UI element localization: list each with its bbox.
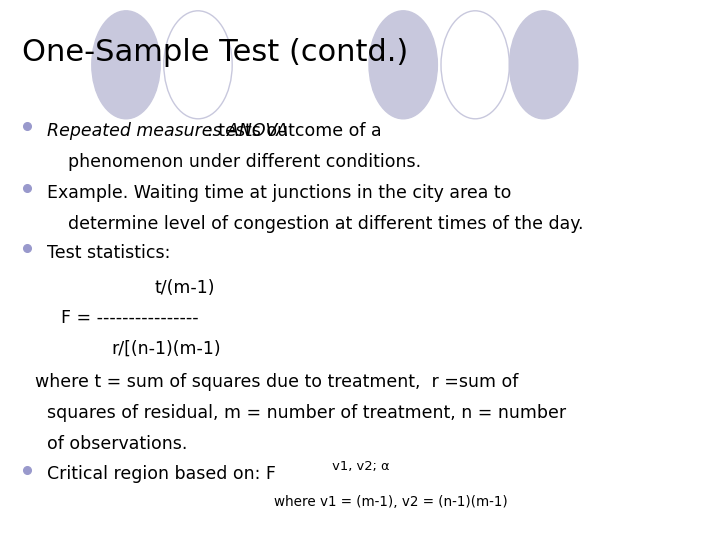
Ellipse shape — [369, 11, 438, 119]
Text: where v1 = (m-1), v2 = (n-1)(m-1): where v1 = (m-1), v2 = (n-1)(m-1) — [274, 495, 508, 509]
Ellipse shape — [91, 11, 160, 119]
Text: determine level of congestion at different times of the day.: determine level of congestion at differe… — [68, 215, 584, 233]
Text: Critical region based on: F: Critical region based on: F — [47, 465, 276, 483]
Text: v1, v2; α: v1, v2; α — [328, 460, 390, 473]
Text: One-Sample Test (contd.): One-Sample Test (contd.) — [22, 38, 408, 67]
Text: : tests outcome of a: : tests outcome of a — [207, 122, 382, 139]
Ellipse shape — [164, 11, 233, 119]
Text: where t = sum of squares due to treatment,  r =sum of: where t = sum of squares due to treatmen… — [35, 373, 518, 390]
Ellipse shape — [441, 11, 510, 119]
Text: Test statistics:: Test statistics: — [47, 244, 170, 262]
Text: phenomenon under different conditions.: phenomenon under different conditions. — [68, 153, 421, 171]
Text: Example. Waiting time at junctions in the city area to: Example. Waiting time at junctions in th… — [47, 184, 511, 201]
Text: r/[(n-1)(m-1): r/[(n-1)(m-1) — [112, 340, 221, 358]
Text: F = ----------------: F = ---------------- — [61, 309, 199, 327]
Text: Repeated measures ANOVA: Repeated measures ANOVA — [47, 122, 288, 139]
Text: t/(m-1): t/(m-1) — [155, 279, 215, 297]
Ellipse shape — [510, 11, 578, 119]
Text: squares of residual, m = number of treatment, n = number: squares of residual, m = number of treat… — [47, 404, 566, 422]
Text: of observations.: of observations. — [47, 435, 187, 453]
